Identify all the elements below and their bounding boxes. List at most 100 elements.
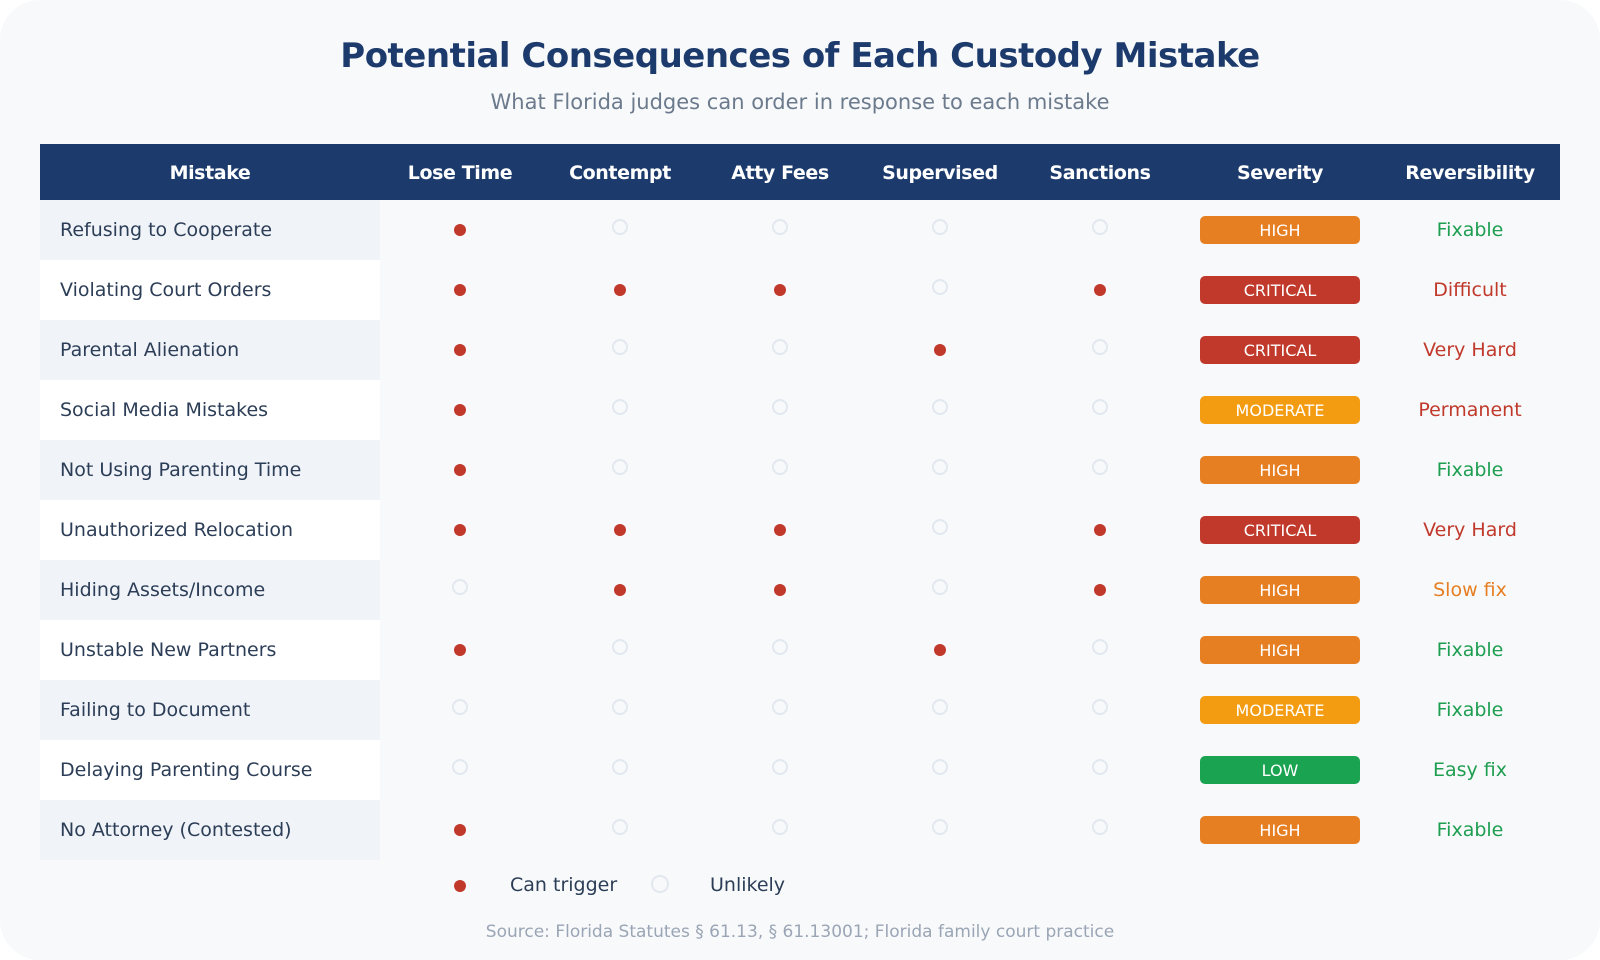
cell-sanctions <box>1020 800 1180 860</box>
cell-atty-fees <box>700 560 860 620</box>
can-trigger-dot-icon <box>454 524 466 536</box>
table-row: Delaying Parenting Course LOW Easy fix <box>40 740 1560 800</box>
unlikely-ring-icon <box>932 579 948 595</box>
unlikely-ring-icon <box>612 219 628 235</box>
cell-sanctions <box>1020 680 1180 740</box>
can-trigger-dot-icon <box>934 344 946 356</box>
table-row: Social Media Mistakes MODERATE Permanent <box>40 380 1560 440</box>
reversibility-label: Fixable <box>1436 639 1504 661</box>
table-row: Refusing to Cooperate HIGH Fixable <box>40 200 1560 260</box>
cell-atty-fees <box>700 260 860 320</box>
table-row: Not Using Parenting Time HIGH Fixable <box>40 440 1560 500</box>
reversibility-label: Fixable <box>1436 459 1504 481</box>
cell-atty-fees <box>700 440 860 500</box>
unlikely-ring-icon <box>1092 639 1108 655</box>
can-trigger-dot-icon <box>1094 524 1106 536</box>
cell-lose-time <box>380 200 540 260</box>
chart-subtitle: What Florida judges can order in respons… <box>490 90 1110 114</box>
mistake-label: No Attorney (Contested) <box>40 800 380 860</box>
cell-lose-time <box>380 380 540 440</box>
can-trigger-dot-icon <box>454 404 466 416</box>
mistake-label: Not Using Parenting Time <box>40 440 380 500</box>
cell-supervised <box>860 740 1020 800</box>
severity-badge: CRITICAL <box>1200 336 1360 364</box>
table-row: Hiding Assets/Income HIGH Slow fix <box>40 560 1560 620</box>
table-row: Failing to Document MODERATE Fixable <box>40 680 1560 740</box>
cell-lose-time <box>380 680 540 740</box>
unlikely-ring-icon <box>1092 399 1108 415</box>
column-header-mistake: Mistake <box>169 162 251 184</box>
cell-lose-time <box>380 800 540 860</box>
cell-lose-time <box>380 500 540 560</box>
unlikely-ring-icon <box>772 759 788 775</box>
can-trigger-dot-icon <box>614 524 626 536</box>
unlikely-ring-icon <box>612 339 628 355</box>
unlikely-ring-icon <box>932 219 948 235</box>
can-trigger-dot-icon <box>774 524 786 536</box>
cell-lose-time <box>380 440 540 500</box>
cell-contempt <box>540 380 700 440</box>
cell-sanctions <box>1020 620 1180 680</box>
unlikely-ring-icon <box>612 459 628 475</box>
mistake-label: Failing to Document <box>40 680 380 740</box>
can-trigger-dot-icon <box>454 644 466 656</box>
unlikely-ring-icon <box>772 639 788 655</box>
severity-badge: LOW <box>1200 756 1360 784</box>
cell-sanctions <box>1020 500 1180 560</box>
cell-atty-fees <box>700 800 860 860</box>
unlikely-ring-icon <box>932 699 948 715</box>
cell-atty-fees <box>700 620 860 680</box>
can-trigger-dot-icon <box>454 284 466 296</box>
mistake-label: Refusing to Cooperate <box>40 200 380 260</box>
table-row: No Attorney (Contested) HIGH Fixable <box>40 800 1560 860</box>
unlikely-ring-icon <box>1092 219 1108 235</box>
mistake-label: Social Media Mistakes <box>40 380 380 440</box>
cell-contempt <box>540 440 700 500</box>
can-trigger-dot-icon <box>774 584 786 596</box>
severity-badge: CRITICAL <box>1200 516 1360 544</box>
unlikely-ring-icon <box>612 639 628 655</box>
cell-contempt <box>540 200 700 260</box>
cell-supervised <box>860 500 1020 560</box>
column-header-atty-fees: Atty Fees <box>731 162 829 184</box>
can-trigger-dot-icon <box>454 224 466 236</box>
unlikely-ring-icon <box>612 819 628 835</box>
cell-sanctions <box>1020 740 1180 800</box>
unlikely-ring-icon <box>932 459 948 475</box>
unlikely-ring-icon <box>772 399 788 415</box>
column-header-supervised: Supervised <box>882 162 998 184</box>
cell-lose-time <box>380 740 540 800</box>
unlikely-ring-icon <box>772 459 788 475</box>
can-trigger-dot-icon <box>934 644 946 656</box>
unlikely-ring-icon <box>772 699 788 715</box>
can-trigger-dot-icon <box>614 284 626 296</box>
cell-contempt <box>540 320 700 380</box>
reversibility-label: Fixable <box>1436 819 1504 841</box>
unlikely-ring-icon <box>612 699 628 715</box>
cell-sanctions <box>1020 320 1180 380</box>
unlikely-ring-icon <box>651 875 669 893</box>
reversibility-label: Fixable <box>1436 699 1504 721</box>
unlikely-ring-icon <box>612 399 628 415</box>
cell-sanctions <box>1020 560 1180 620</box>
reversibility-label: Difficult <box>1433 279 1507 301</box>
cell-supervised <box>860 260 1020 320</box>
cell-atty-fees <box>700 680 860 740</box>
cell-contempt <box>540 620 700 680</box>
unlikely-ring-icon <box>1092 819 1108 835</box>
can-trigger-dot-icon <box>1094 284 1106 296</box>
cell-contempt <box>540 260 700 320</box>
legend: Can trigger Unlikely <box>0 868 1600 898</box>
mistake-label: Parental Alienation <box>40 320 380 380</box>
table-row: Parental Alienation CRITICAL Very Hard <box>40 320 1560 380</box>
mistake-label: Unstable New Partners <box>40 620 380 680</box>
cell-sanctions <box>1020 380 1180 440</box>
source-note: Source: Florida Statutes § 61.13, § 61.1… <box>485 922 1115 942</box>
cell-contempt <box>540 740 700 800</box>
cell-atty-fees <box>700 200 860 260</box>
reversibility-label: Easy fix <box>1432 759 1508 781</box>
mistake-label: Delaying Parenting Course <box>40 740 380 800</box>
cell-supervised <box>860 560 1020 620</box>
can-trigger-dot-icon <box>774 284 786 296</box>
